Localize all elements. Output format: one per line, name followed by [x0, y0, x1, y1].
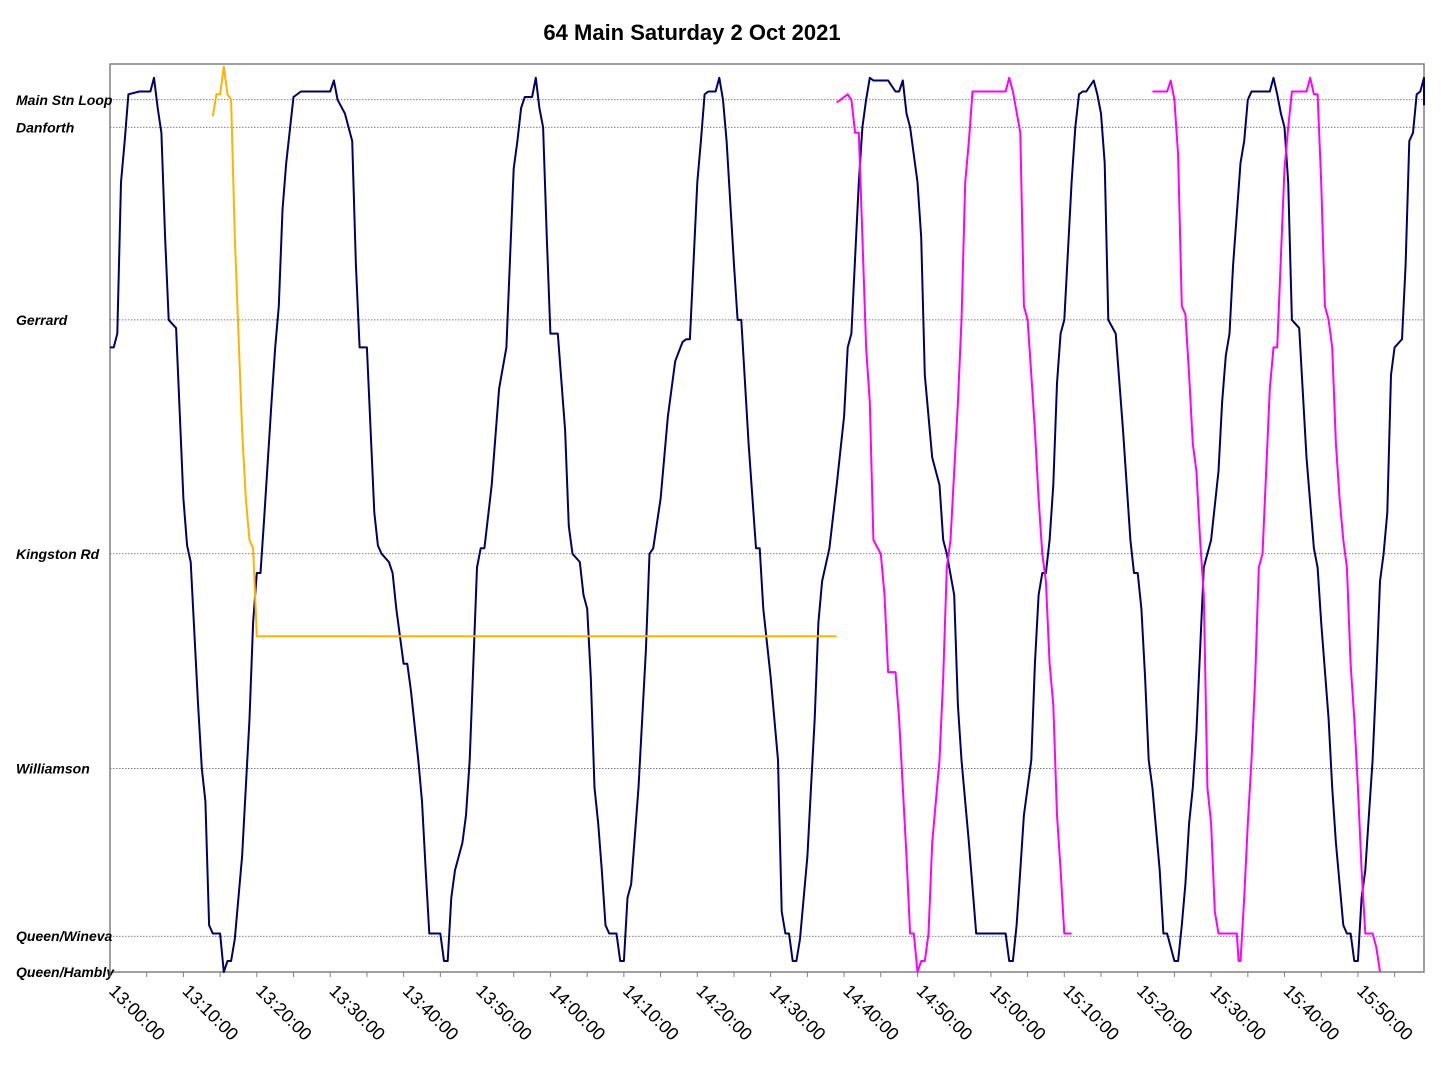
series-line-2 — [211, 65, 837, 638]
x-label-13-20-00: 13:20:00 — [252, 981, 316, 1045]
x-label-13-10-00: 13:10:00 — [179, 981, 243, 1045]
y-label-danforth: Danforth — [16, 119, 74, 135]
y-label-gerrard: Gerrard — [16, 312, 68, 328]
x-label-13-00-00: 13:00:00 — [105, 981, 169, 1045]
x-label-15-00-00: 15:00:00 — [986, 981, 1050, 1045]
x-label-15-30-00: 15:30:00 — [1206, 981, 1270, 1045]
series-line-4 — [1152, 76, 1381, 973]
x-label-13-30-00: 13:30:00 — [325, 981, 389, 1045]
gridlines — [110, 99, 1424, 973]
x-label-15-50-00: 15:50:00 — [1353, 981, 1417, 1045]
x-label-14-00-00: 14:00:00 — [546, 981, 610, 1045]
y-axis-labels: Main Stn Loop Danforth Gerrard Kingston Rd W… — [16, 92, 115, 980]
series-line-1 — [110, 76, 1425, 973]
x-label-14-10-00: 14:10:00 — [619, 981, 683, 1045]
x-label-14-30-00: 14:30:00 — [766, 981, 830, 1045]
plot-area — [109, 63, 1425, 973]
x-label-13-50-00: 13:50:00 — [472, 981, 536, 1045]
y-label-kingston-rd: Kingston Rd — [16, 546, 100, 562]
x-axis-ticks — [109, 972, 1396, 977]
chart-title: 64 Main Saturday 2 Oct 2021 — [543, 20, 840, 45]
y-label-queen-hambly: Queen/Hambly — [16, 964, 115, 980]
x-label-15-40-00: 15:40:00 — [1280, 981, 1344, 1045]
x-axis-labels: 13:00:00 13:10:00 13:20:00 13:30:00 13:40:00… — [105, 981, 1417, 1045]
series-group — [110, 65, 1425, 973]
y-label-queen-wineva: Queen/Wineva — [16, 928, 113, 944]
x-label-15-20-00: 15:20:00 — [1133, 981, 1197, 1045]
y-label-williamson: Williamson — [16, 760, 90, 776]
series-line-3 — [836, 76, 1072, 973]
x-label-14-50-00: 14:50:00 — [913, 981, 977, 1045]
y-label-main-stn-loop: Main Stn Loop — [16, 92, 113, 108]
x-label-15-10-00: 15:10:00 — [1059, 981, 1123, 1045]
x-label-14-20-00: 14:20:00 — [692, 981, 756, 1045]
x-label-13-40-00: 13:40:00 — [399, 981, 463, 1045]
x-label-14-40-00: 14:40:00 — [839, 981, 903, 1045]
